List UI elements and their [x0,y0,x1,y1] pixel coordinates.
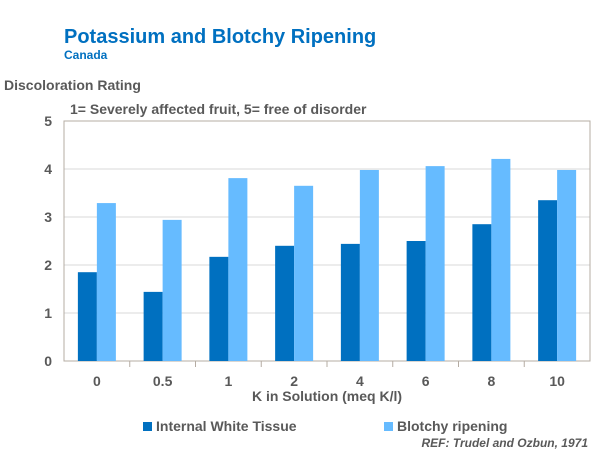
chart-annotation: 1= Severely affected fruit, 5= free of d… [70,101,367,117]
y-tick-label: 2 [44,257,52,273]
bar-blotchy-ripening [557,169,577,361]
x-tick-label: 6 [422,373,430,389]
y-tick-label: 3 [44,209,52,225]
x-tick-label: 2 [290,373,298,389]
bar-blotchy-ripening [96,203,116,361]
y-tick-label: 1 [44,305,52,321]
x-tick-label: 4 [356,373,364,389]
bar-blotchy-ripening [491,158,511,361]
legend-swatch [143,421,152,431]
legend-swatch [384,421,393,431]
bar-internal-white-tissue [340,243,360,361]
chart-subtitle: Canada [64,48,108,62]
bar-blotchy-ripening [294,185,314,361]
bar-blotchy-ripening [359,169,379,361]
x-tick-label: 1 [224,373,232,389]
x-tick-label: 8 [487,373,495,389]
y-axis-label: Discoloration Rating [4,77,141,93]
y-tick-label: 4 [44,161,52,177]
bar-internal-white-tissue [538,200,558,361]
bar-internal-white-tissue [275,245,295,361]
bar-internal-white-tissue [143,291,163,361]
bar-blotchy-ripening [162,219,182,361]
bar-blotchy-ripening [425,166,445,361]
bar-internal-white-tissue [209,256,229,361]
reference-note: REF: Trudel and Ozbun, 1971 [421,436,588,450]
y-tick-label: 5 [44,113,52,129]
bar-internal-white-tissue [77,272,97,361]
legend-item-blotchy-ripening: Blotchy ripening [384,418,507,434]
legend-label: Internal White Tissue [156,418,297,434]
x-tick-label: 0 [93,373,101,389]
bar-blotchy-ripening [228,178,248,361]
bar-internal-white-tissue [406,241,426,361]
legend-label: Blotchy ripening [397,418,508,434]
legend-item-internal-white-tissue: Internal White Tissue [143,418,297,434]
plot-frame [63,120,591,362]
y-tick-label: 0 [44,353,52,369]
bar-internal-white-tissue [472,224,492,361]
x-tick-label: 0.5 [153,373,173,389]
chart-title: Potassium and Blotchy Ripening [64,26,377,48]
x-axis-label: K in Solution (meq K/l) [251,388,403,404]
x-tick-label: 10 [549,373,565,389]
